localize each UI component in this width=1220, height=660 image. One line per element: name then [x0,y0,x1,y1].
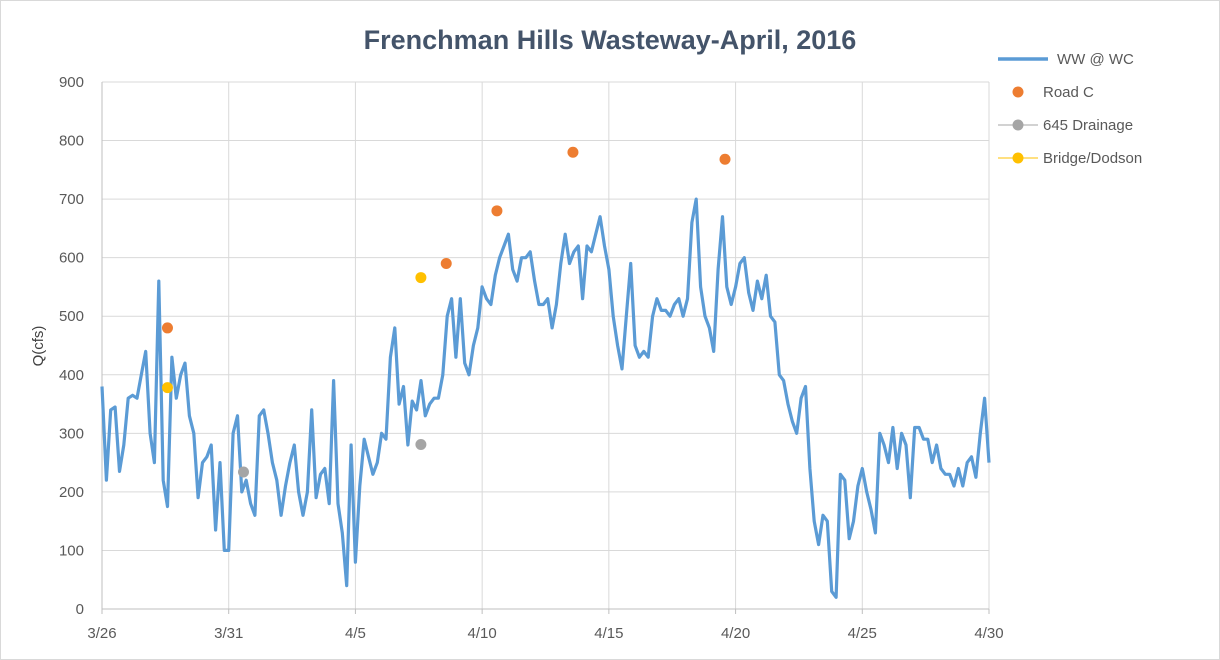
series-line-ww-wc [100,197,991,599]
y-tick-label: 700 [59,191,84,208]
legend-label: WW @ WC [1057,51,1134,68]
y-axis-label: Q(cfs) [30,326,47,367]
legend-marker-swatch [1012,152,1024,164]
y-tick-label: 100 [59,542,84,559]
y-tick-label: 600 [59,250,84,267]
y-tick-label: 200 [59,484,84,501]
y-tick-label: 500 [59,308,84,325]
legend: WW @ WC Road C 645 Drainage Bridge/Dodson [998,51,1142,167]
data-point-road-c [719,153,731,165]
y-tick-labels: 0 100 200 300 400 500 600 700 800 900 [59,74,84,618]
x-tick-labels: 3/26 3/31 4/5 4/10 4/15 4/20 4/25 4/30 [87,625,1003,642]
legend-marker-swatch [1012,86,1024,98]
legend-label: Bridge/Dodson [1043,150,1142,167]
y-tick-label: 300 [59,425,84,442]
data-point-road-c [440,258,452,270]
y-tick-label: 800 [59,133,84,150]
data-point-road-c [567,146,579,158]
data-point-road-c [161,322,173,334]
series-layer [100,146,991,599]
x-tick-label: 4/5 [345,625,366,642]
x-tick-label: 4/30 [974,625,1003,642]
x-tick-label: 3/26 [87,625,116,642]
x-tick-label: 4/15 [594,625,623,642]
data-point-645-drainage [237,466,249,478]
legend-label: Road C [1043,84,1094,101]
y-tick-label: 400 [59,367,84,384]
y-tick-label: 900 [59,74,84,91]
chart-title: Frenchman Hills Wasteway-April, 2016 [364,25,857,55]
legend-label: 645 Drainage [1043,117,1133,134]
data-point-645-drainage [415,438,427,450]
y-tick-label: 0 [76,601,84,618]
legend-marker-swatch [1012,119,1024,131]
x-tick-label: 4/10 [468,625,497,642]
data-point-road-c [491,205,503,217]
x-tick-label: 4/20 [721,625,750,642]
x-tick-label: 3/31 [214,625,243,642]
data-point-bridge-dodson [415,272,427,284]
x-tick-label: 4/25 [848,625,877,642]
data-point-bridge-dodson [161,382,173,394]
